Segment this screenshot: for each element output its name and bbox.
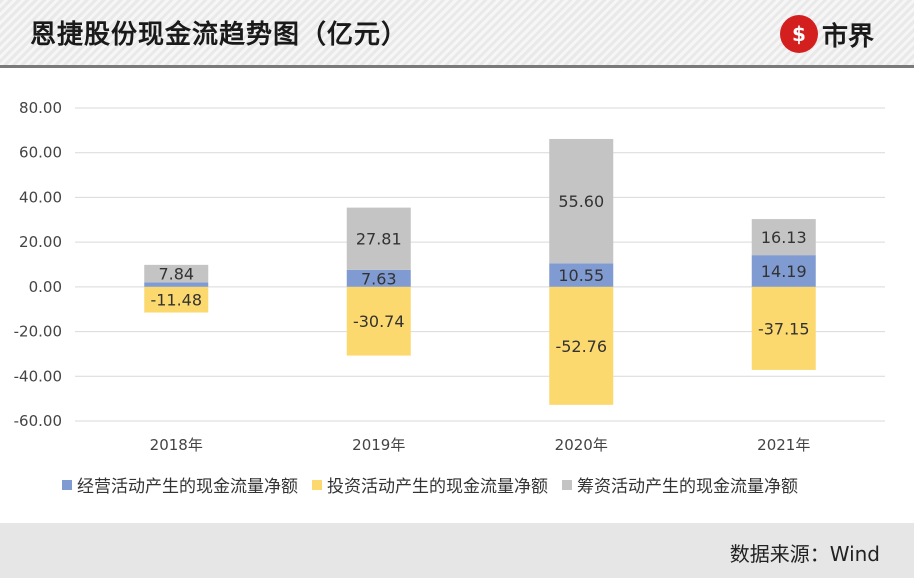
bar-segment — [751, 219, 816, 256]
data-label: 55.60 — [558, 192, 604, 211]
bar-segment — [549, 286, 614, 405]
x-tick-label: 2018年 — [150, 436, 203, 454]
y-tick-label: 40.00 — [19, 188, 62, 206]
data-label: 16.13 — [761, 228, 807, 247]
legend-swatch — [62, 479, 72, 490]
x-tick-label: 2019年 — [352, 436, 405, 454]
legend-swatch — [562, 479, 572, 490]
brand-logo: $ 市界 — [780, 14, 874, 54]
data-label: 14.19 — [761, 262, 807, 281]
svg-text:$: $ — [792, 22, 806, 46]
chart-area: 80.00 60.00 40.00 20.00 0.00 -20.00 -40.00 -60.… — [0, 68, 914, 523]
bar-segment — [549, 263, 614, 287]
bar-segment — [144, 286, 209, 313]
x-tick-label: 2021年 — [757, 436, 810, 454]
data-source: 数据来源：Wind — [729, 542, 880, 566]
bar-segment — [346, 286, 411, 356]
y-tick-label: -20.00 — [14, 323, 62, 341]
data-label: 7.84 — [158, 265, 194, 284]
chart-title: 恩捷股份现金流趋势图（亿元） — [30, 20, 409, 50]
legend-label: 经营活动产生的现金流量净额 — [77, 477, 298, 497]
legend-item: 投资活动产生的现金流量净额 — [312, 472, 548, 497]
data-label: -11.48 — [150, 291, 202, 310]
bar-segment — [751, 255, 816, 287]
y-tick-label: -60.00 — [14, 412, 62, 430]
chart-legend: 经营活动产生的现金流量净额 投资活动产生的现金流量净额 筹资活动产生的现金流量净额 — [62, 472, 812, 497]
y-tick-label: 60.00 — [19, 144, 62, 162]
data-label: -30.74 — [353, 312, 405, 331]
y-tick-label: 0.00 — [29, 278, 62, 296]
y-tick-label: 80.00 — [19, 99, 62, 117]
bar-segment — [144, 264, 209, 283]
legend-item: 筹资活动产生的现金流量净额 — [562, 472, 798, 497]
y-tick-label: -40.00 — [14, 367, 62, 385]
bar-segment — [144, 282, 209, 287]
y-tick-label: 20.00 — [19, 233, 62, 251]
legend-label: 投资活动产生的现金流量净额 — [327, 477, 548, 497]
bar-segment — [346, 269, 411, 287]
header-bar: 恩捷股份现金流趋势图（亿元） $ 市界 — [0, 0, 914, 68]
brand-name: 市界 — [822, 21, 875, 52]
data-label: 10.55 — [558, 266, 604, 285]
bar-segment — [549, 138, 614, 264]
cashflow-chart: 80.00 60.00 40.00 20.00 0.00 -20.00 -40.00 -60.… — [14, 99, 885, 454]
legend-item: 经营活动产生的现金流量净额 — [62, 472, 298, 497]
legend-label: 筹资活动产生的现金流量净额 — [577, 477, 798, 497]
dollar-circle-icon: $ — [780, 15, 818, 53]
data-label: -52.76 — [555, 337, 607, 356]
legend-swatch — [312, 479, 322, 490]
footer-bar: 数据来源：Wind — [0, 523, 914, 578]
data-label: 7.63 — [361, 269, 397, 288]
data-label: -37.15 — [758, 319, 810, 338]
data-label: 27.81 — [356, 230, 402, 249]
bar-segment — [751, 286, 816, 370]
bar-segment — [346, 207, 411, 270]
x-tick-label: 2020年 — [555, 436, 608, 454]
